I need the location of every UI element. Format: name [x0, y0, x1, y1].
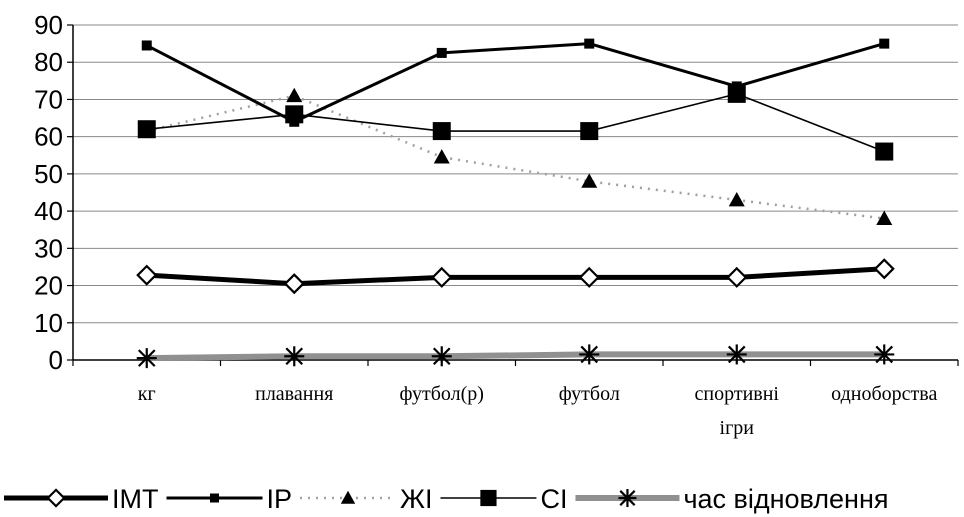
legend-item-0-marker: [46, 488, 66, 508]
series-3-point: [875, 142, 894, 161]
series-2-point: [728, 191, 745, 207]
y-tick-label: 50: [34, 159, 63, 189]
legend-item-4: час відновлення: [575, 484, 889, 514]
legend-item-3-label: СІ: [540, 484, 567, 514]
series-1-point: [436, 47, 447, 58]
series-2-line: [146, 94, 885, 220]
series-1-point: [141, 40, 152, 51]
legend-item-1: IP: [166, 484, 293, 514]
series-4-line: [146, 351, 885, 362]
series-0-point: [431, 266, 453, 288]
x-tick-label: спортивні ігри: [695, 383, 780, 439]
legend-item-2-label: ЖІ: [400, 484, 432, 514]
series-1-point: [879, 38, 890, 49]
series-0-line: [146, 266, 885, 287]
x-tick-label: одноборства: [831, 383, 937, 405]
legend: IMT IP ЖІ СІ час відновлення: [4, 484, 889, 514]
series-0-point: [283, 273, 305, 295]
series-2-point: [433, 149, 450, 164]
series-4: [136, 344, 895, 369]
series-3-point: [137, 120, 156, 139]
y-tick-label: 10: [34, 308, 63, 338]
series-0-point: [578, 266, 600, 288]
series-3-point: [580, 122, 599, 141]
series-0-point: [136, 264, 158, 286]
y-tick-label: 20: [34, 271, 63, 301]
series-0-point: [873, 258, 895, 280]
legend-item-4-label: час відновлення: [683, 484, 888, 514]
grid-lines: [73, 24, 958, 324]
legend-item-2: ЖІ: [300, 484, 432, 514]
series-3-line: [146, 93, 885, 153]
series-1: [141, 38, 890, 127]
series-1-point: [731, 81, 742, 92]
series-3: [137, 84, 894, 161]
y-tick-label: 60: [34, 122, 63, 152]
series-1-point: [584, 38, 595, 49]
series-1-point: [289, 116, 300, 127]
legend-item-1-marker: [210, 493, 219, 503]
x-axis-ticks: кг плавання футбол(р) футбол спортивні ігри од…: [138, 383, 938, 439]
legend-item-0: IMT: [4, 484, 159, 514]
series-2-point: [581, 173, 598, 188]
series-2-point: [286, 87, 303, 103]
series-1-line: [146, 42, 885, 124]
y-tick-label: 40: [34, 196, 63, 226]
x-tick-label: футбол: [559, 383, 620, 405]
x-tick-label: плавання: [255, 383, 333, 405]
series-4-point: [431, 346, 452, 367]
y-axis-ticks: 0 10 20 30 40 50 60 70 80 90: [34, 10, 73, 375]
y-tick-label: 30: [34, 233, 63, 263]
series-2: [138, 87, 893, 225]
legend-item-2-marker: [340, 490, 356, 504]
series-3-point: [432, 122, 451, 141]
series-0: [136, 258, 895, 295]
legend-item-4-marker: [618, 489, 637, 507]
series-4-point: [136, 348, 157, 369]
legend-item-3-marker: [480, 489, 497, 507]
y-tick-label: 70: [34, 84, 63, 114]
series-2-point: [876, 210, 893, 225]
legend-item-3: СІ: [440, 484, 567, 514]
legend-item-1-label: IP: [267, 484, 293, 514]
x-tick-label: кг: [138, 383, 156, 405]
series-4-point: [284, 346, 305, 367]
y-tick-label: 90: [34, 10, 63, 40]
series-0-point: [726, 266, 748, 288]
series-4-point: [579, 344, 600, 365]
series-4-point: [874, 344, 895, 365]
x-tick-label: футбол(р): [400, 383, 484, 405]
series-4-point: [726, 344, 747, 365]
series-group: [136, 38, 895, 369]
y-tick-label: 0: [49, 345, 63, 375]
y-tick-label: 80: [34, 47, 63, 77]
legend-item-0-label: IMT: [112, 484, 159, 514]
